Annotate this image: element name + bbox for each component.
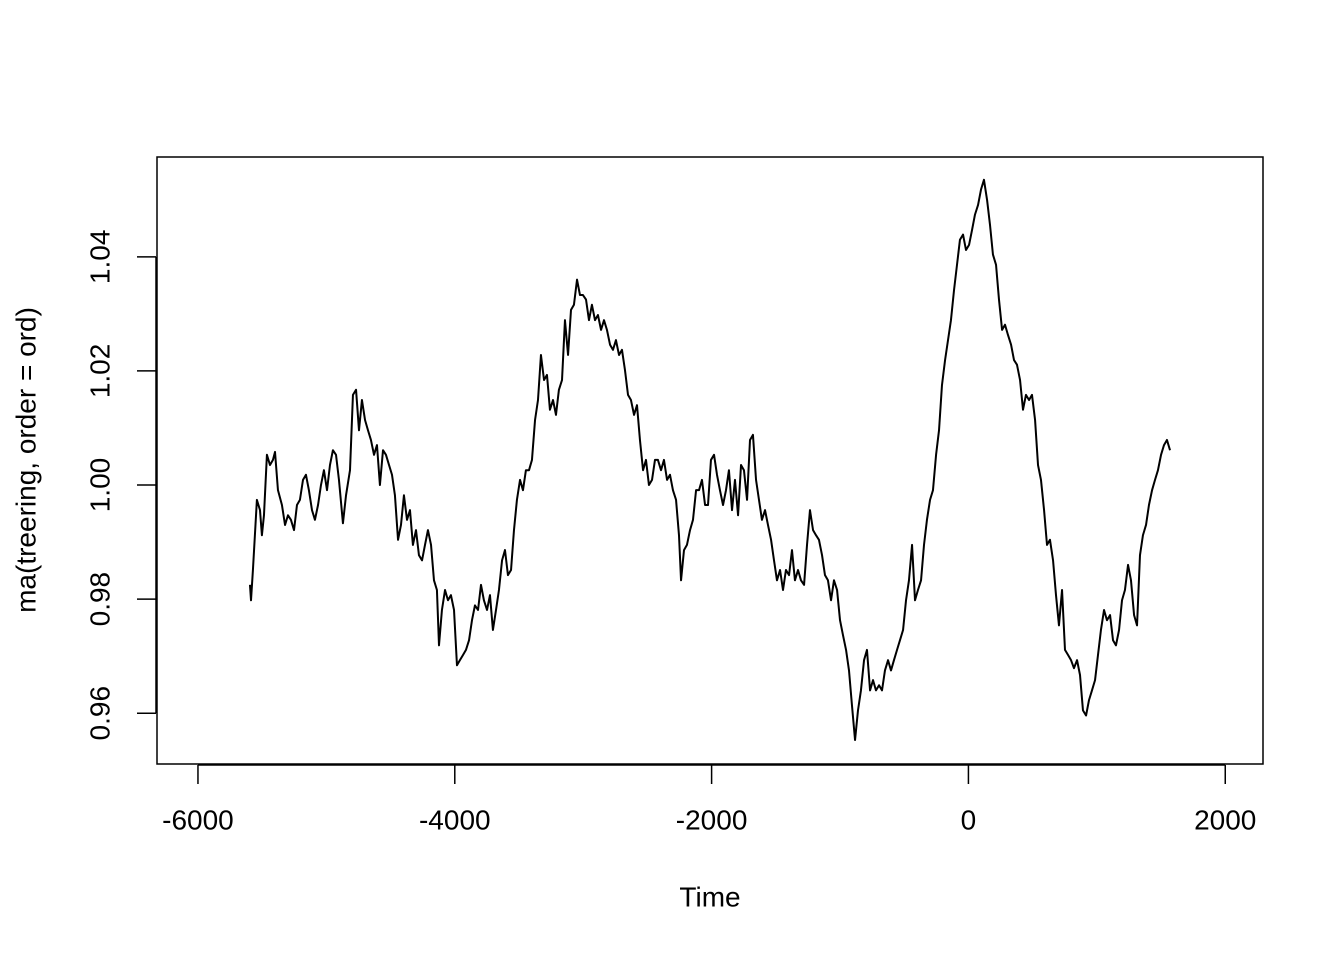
x-tick-label: 2000	[1194, 804, 1256, 835]
y-tick-label: 0.96	[84, 686, 115, 741]
x-tick-label: 0	[961, 804, 977, 835]
y-tick-label: 1.04	[84, 230, 115, 285]
y-axis-label: ma(treering, order = ord)	[10, 307, 41, 613]
plot-frame	[156, 156, 1264, 765]
data-line	[248, 178, 1171, 742]
y-tick-label: 1.00	[84, 458, 115, 513]
y-tick-label: 1.02	[84, 344, 115, 399]
x-tick-label: -2000	[676, 804, 748, 835]
x-axis-label: Time	[679, 881, 740, 912]
y-tick-label: 0.98	[84, 572, 115, 627]
x-tick-label: -6000	[162, 804, 234, 835]
x-tick-label: -4000	[419, 804, 491, 835]
